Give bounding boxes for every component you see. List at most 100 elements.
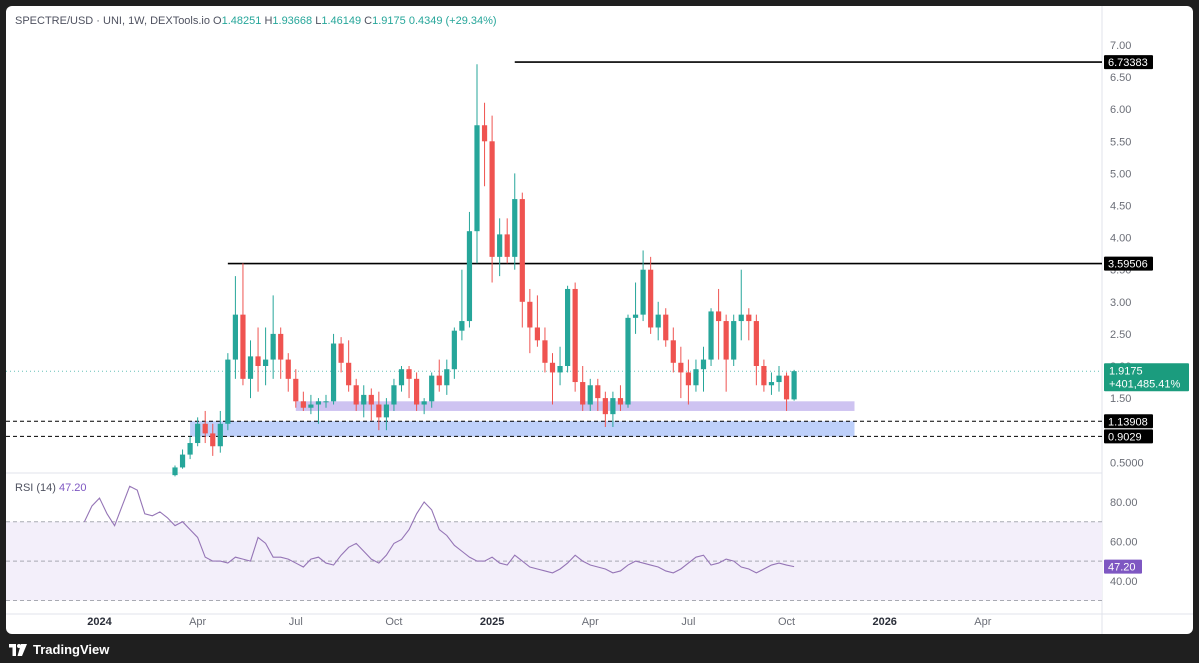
candle-body (338, 343, 344, 363)
candle (497, 218, 503, 277)
candle (383, 398, 389, 431)
candle (723, 314, 729, 392)
candle (459, 269, 465, 341)
candle-body (195, 423, 201, 444)
candle (632, 282, 639, 334)
tradingview-logo[interactable]: TradingView (9, 642, 109, 657)
candle-body (685, 372, 691, 386)
candle (308, 394, 314, 415)
candle (700, 346, 707, 392)
candle (451, 327, 457, 379)
candle-body (481, 125, 488, 142)
candle-body (353, 385, 359, 405)
candle-body (429, 375, 435, 402)
candle-body (512, 199, 518, 257)
candle-body (172, 467, 178, 476)
candles (172, 64, 797, 477)
footer-bar: TradingView (0, 634, 1199, 663)
candle (693, 359, 699, 392)
candle-body (791, 371, 797, 400)
candle-body (723, 321, 729, 360)
candle-body (587, 385, 593, 405)
price-tick-label: 1.50 (1110, 393, 1131, 405)
candle (549, 353, 556, 405)
rsi-tick-label: 80.00 (1110, 497, 1138, 509)
change-since-start: +401,485.41% (1109, 378, 1180, 390)
candle (255, 327, 261, 392)
candle-body (247, 356, 254, 379)
candle (210, 423, 216, 456)
candle-body (406, 369, 412, 379)
candle (731, 314, 737, 366)
candle (398, 366, 405, 392)
candle-body (315, 401, 322, 405)
candle (217, 410, 223, 453)
candle-body (308, 404, 314, 408)
candle-body (187, 443, 193, 455)
open-label: O (210, 15, 222, 27)
candle (776, 366, 782, 392)
price-tick-label: 6.50 (1110, 72, 1131, 84)
candle-body (557, 366, 563, 373)
price-level-tag (1104, 256, 1153, 271)
candle-body (323, 401, 329, 403)
candle (232, 276, 238, 379)
candle (640, 250, 646, 322)
candle (489, 115, 495, 283)
candle-body (444, 369, 450, 386)
candle-body (678, 362, 684, 373)
candle (300, 391, 306, 411)
candle-body (595, 385, 601, 399)
price-tick-label: 4.50 (1110, 201, 1131, 213)
candle-body (474, 125, 480, 232)
price-chart[interactable]: 7.006.506.005.505.004.504.003.503.002.50… (6, 6, 1193, 634)
candle (436, 359, 442, 392)
candle (240, 263, 246, 386)
price-level-label: 0.9029 (1108, 431, 1142, 443)
candle (247, 340, 254, 399)
candle-body (278, 333, 284, 360)
candle (595, 378, 601, 411)
open-value: 1.48251 (222, 15, 262, 27)
price-level-label: 1.13908 (1108, 416, 1148, 428)
candle (195, 417, 201, 447)
time-tick-label: Apr (974, 616, 991, 628)
candle-body (542, 340, 548, 363)
support-zone-purple (295, 401, 855, 411)
candle-body (368, 394, 374, 405)
candle-body (346, 362, 352, 386)
price-tick-label: 0.5000 (1110, 457, 1144, 469)
price-tick-label: 3.00 (1110, 297, 1131, 309)
candle-body (361, 394, 367, 405)
candle-body (768, 382, 775, 386)
candle-body (330, 343, 337, 402)
candle (376, 391, 382, 431)
candle (270, 295, 276, 379)
candle (353, 378, 359, 411)
candle-body (625, 317, 631, 405)
high-label: H (261, 15, 272, 27)
candle-body (708, 311, 714, 360)
time-tick-label: 2024 (87, 616, 112, 628)
candle (617, 385, 624, 411)
candle-body (459, 321, 465, 331)
candle (685, 359, 691, 405)
candle (572, 282, 578, 392)
tradingview-brand: TradingView (33, 642, 110, 657)
candle-body (300, 401, 306, 408)
candle-body (580, 382, 586, 405)
candle-body (610, 398, 616, 415)
candle (474, 64, 480, 264)
time-tick-label: Apr (582, 616, 599, 628)
candle-body (648, 269, 654, 328)
price-level-tag (1104, 414, 1153, 429)
candle (655, 301, 661, 341)
candle (746, 308, 752, 341)
candle (708, 308, 714, 366)
price-tick-label: 5.50 (1110, 136, 1131, 148)
candle (444, 359, 450, 395)
candle-body (738, 314, 744, 322)
price-level-label: 3.59506 (1108, 259, 1148, 271)
rsi-label: RSI (14) (15, 482, 59, 494)
